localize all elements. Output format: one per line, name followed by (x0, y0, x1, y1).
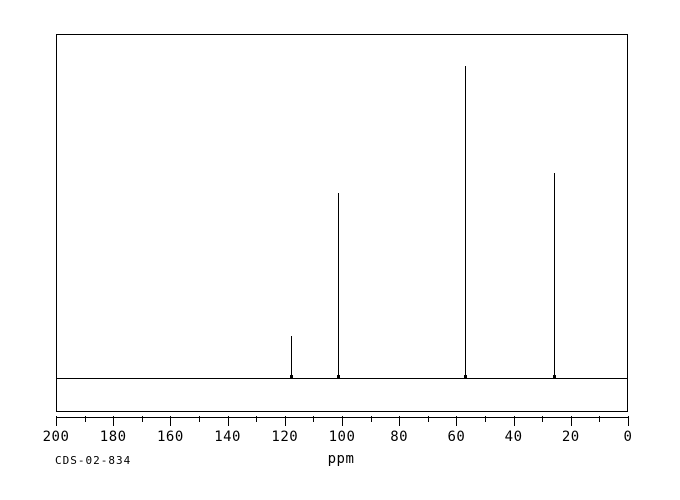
x-tick-label-60: 60 (447, 429, 466, 445)
x-tick-60 (456, 416, 458, 426)
spectrum-peak-26-0-base (552, 375, 556, 379)
x-axis-title-text: ppm (327, 451, 355, 467)
x-tick-label-100: 100 (328, 429, 356, 445)
x-tick-label-180: 180 (99, 429, 127, 445)
x-tick-label-120: 120 (271, 429, 299, 445)
x-tick-label-140: 140 (214, 429, 241, 445)
x-tick-100 (342, 416, 343, 426)
x-minor-tick-10 (599, 416, 601, 422)
x-axis: 200 180 160 140 120 100 80 60 40 20 0 (43, 416, 632, 445)
x-minor-tick-70 (427, 416, 429, 422)
spectrum-peak-101-4 (338, 193, 339, 379)
x-tick-0 (628, 416, 629, 426)
x-tick-140 (227, 416, 229, 426)
x-minor-tick-190 (84, 416, 86, 422)
x-minor-tick-90 (370, 416, 372, 422)
spectrum-peak-117-8 (291, 336, 293, 379)
x-minor-tick-50 (485, 416, 486, 422)
spectrum-peak-101-4-base (337, 375, 340, 379)
x-tick-label-160: 160 (156, 429, 184, 445)
spectrum-peak-26-0 (553, 172, 555, 379)
x-tick-200 (56, 416, 57, 426)
x-tick-180 (113, 416, 115, 426)
x-minor-tick-130 (256, 416, 258, 422)
x-tick-label-0: 0 (623, 429, 633, 445)
x-axis-title: ppm (0, 451, 680, 467)
x-minor-tick-170 (141, 416, 143, 422)
x-tick-160 (170, 416, 172, 426)
x-minor-tick-30 (542, 416, 544, 422)
spectrum-peak-56-9 (465, 66, 467, 379)
x-tick-label-40: 40 (504, 429, 523, 445)
x-tick-label-80: 80 (390, 429, 409, 445)
x-tick-40 (513, 416, 515, 426)
x-tick-80 (399, 416, 401, 426)
x-tick-20 (570, 416, 572, 426)
x-tick-label-20: 20 (561, 429, 580, 445)
x-tick-label-200: 200 (42, 429, 70, 445)
sample-id-label: CDS-02-834 (55, 454, 132, 467)
peaks-layer (56, 34, 628, 379)
spectrum-baseline (56, 378, 628, 379)
x-tick-120 (284, 416, 286, 426)
x-minor-tick-110 (313, 416, 315, 422)
spectrum-peak-117-8-base (290, 375, 294, 379)
x-minor-tick-150 (199, 416, 200, 422)
spectrum-peak-56-9-base (464, 375, 468, 379)
plot-frame (56, 34, 628, 412)
